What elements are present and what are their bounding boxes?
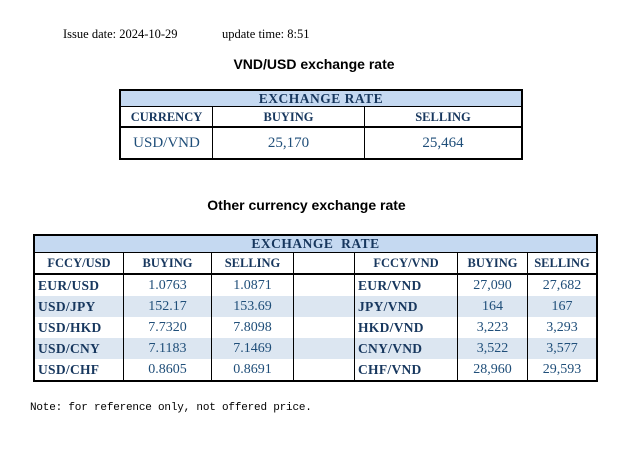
column-header-fccy-vnd: FCCY/VND [354,253,457,274]
spacer-cell [293,338,354,359]
currency-pair-cell: EUR/VND [354,275,457,296]
spacer-cell [293,275,354,296]
rate-row-eur: EUR/USD 1.0763 1.0871 EUR/VND 27,090 27,… [35,275,596,296]
rate-row-chf: USD/CHF 0.8605 0.8691 CHF/VND 28,960 29,… [35,359,596,380]
column-header-buying-right: BUYING [457,253,527,274]
currency-pair-cell: JPY/VND [354,296,457,317]
selling-rate-cell: 7.1469 [211,338,293,359]
usd-table-header-row: CURRENCY BUYING SELLING [121,107,521,128]
usd-exchange-table: EXCHANGE RATE CURRENCY BUYING SELLING US… [119,89,523,160]
buying-rate-cell: 0.8605 [123,359,211,380]
currency-pair-cell: USD/CHF [38,362,100,377]
spacer-cell [293,359,354,380]
rate-row-cny: USD/CNY 7.1183 7.1469 CNY/VND 3,522 3,57… [35,338,596,359]
buying-rate-cell: 164 [457,296,527,317]
column-header-selling-right: SELLING [527,253,596,274]
note-text: Note: for reference only, not offered pr… [30,402,312,414]
vnd-usd-title: VND/USD exchange rate [233,56,395,72]
selling-rate-cell: 3,577 [527,338,596,359]
currency-pair-cell: EUR/USD [38,278,100,293]
other-currency-title: Other currency exchange rate [207,197,406,213]
currency-pair-cell: USD/CNY [38,341,101,356]
column-header-buying-left: BUYING [123,253,211,274]
buying-rate-cell: 7.7320 [123,317,211,338]
selling-rate-cell: 7.8098 [211,317,293,338]
selling-rate-cell: 153.69 [211,296,293,317]
usd-vnd-rate-row: USD/VND 25,170 25,464 [121,128,521,158]
other-exchange-table: EXCHANGE RATE FCCY/USD BUYING SELLING FC… [33,234,598,382]
currency-pair-cell: HKD/VND [354,317,457,338]
other-table-banner: EXCHANGE RATE [35,236,596,253]
selling-rate-cell: 3,293 [527,317,596,338]
rate-row-hkd: USD/HKD 7.7320 7.8098 HKD/VND 3,223 3,29… [35,317,596,338]
spacer-cell [293,253,354,274]
currency-pair-cell: USD/VND [133,135,200,151]
column-header-selling: SELLING [364,107,521,127]
spacer-cell [293,296,354,317]
column-header-fccy-usd: FCCY/USD [47,256,111,270]
column-header-buying: BUYING [212,107,364,127]
currency-pair-cell: CNY/VND [354,338,457,359]
column-header-currency: CURRENCY [130,110,203,124]
rate-row-jpy: USD/JPY 152.17 153.69 JPY/VND 164 167 [35,296,596,317]
buying-rate-cell: 1.0763 [123,275,211,296]
spacer-cell [293,317,354,338]
buying-rate-cell: 152.17 [123,296,211,317]
selling-rate-cell: 27,682 [527,275,596,296]
buying-rate-cell: 3,522 [457,338,527,359]
selling-rate-cell: 1.0871 [211,275,293,296]
column-header-selling-left: SELLING [211,253,293,274]
currency-pair-cell: USD/HKD [38,320,102,335]
selling-rate-cell: 25,464 [364,128,521,158]
buying-rate-cell: 28,960 [457,359,527,380]
currency-pair-cell: CHF/VND [354,359,457,380]
buying-rate-cell: 27,090 [457,275,527,296]
selling-rate-cell: 167 [527,296,596,317]
currency-pair-cell: USD/JPY [38,299,96,314]
issue-date-text: Issue date: 2024-10-29 [63,27,178,41]
buying-rate-cell: 3,223 [457,317,527,338]
other-table-header-row: FCCY/USD BUYING SELLING FCCY/VND BUYING … [35,253,596,275]
buying-rate-cell: 25,170 [212,128,364,158]
usd-table-banner: EXCHANGE RATE [121,91,521,107]
selling-rate-cell: 0.8691 [211,359,293,380]
buying-rate-cell: 7.1183 [123,338,211,359]
meta-row: Issue date: 2024-10-29 update time: 8:51 [0,27,638,43]
selling-rate-cell: 29,593 [527,359,596,380]
update-time-text: update time: 8:51 [222,27,310,41]
